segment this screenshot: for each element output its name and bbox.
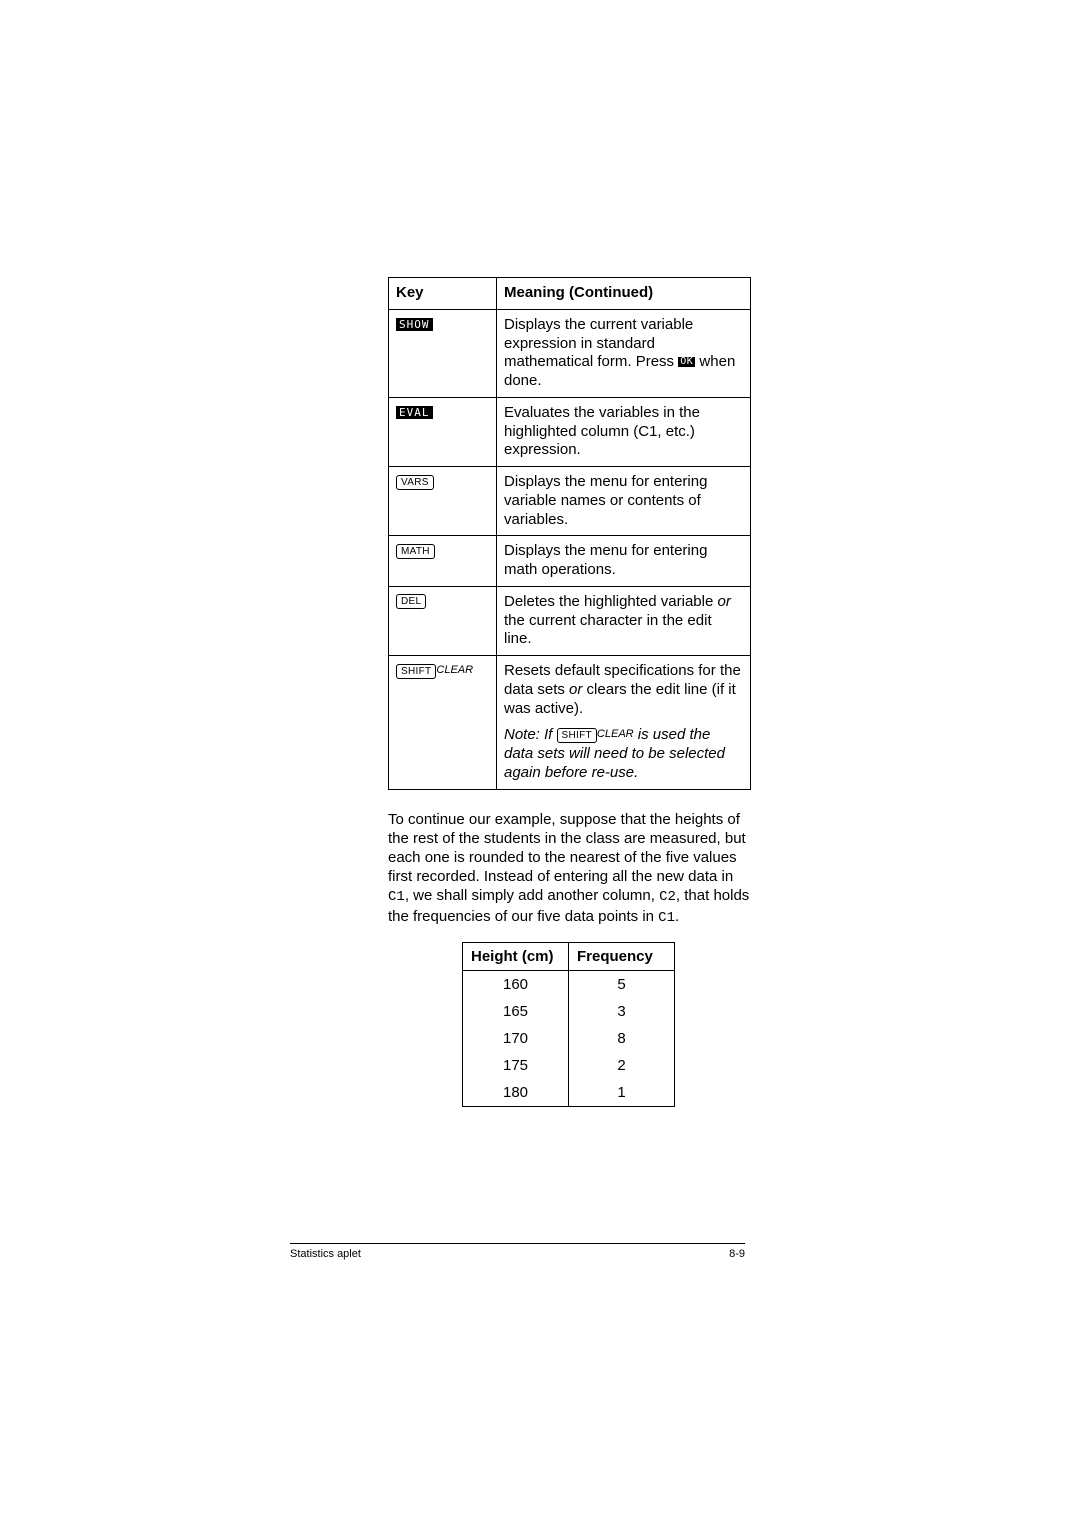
header-key: Key bbox=[389, 278, 497, 310]
meaning-cell: Evaluates the variables in the highlight… bbox=[497, 397, 751, 466]
freq-cell: 3 bbox=[569, 998, 675, 1025]
freq-cell: 1 bbox=[569, 1079, 675, 1107]
para-text: . bbox=[675, 908, 679, 925]
table-row: 170 8 bbox=[463, 1025, 675, 1052]
footer-left: Statistics aplet bbox=[290, 1248, 361, 1260]
height-cell: 165 bbox=[463, 998, 569, 1025]
meaning-text-pre: Displays the current variable expression… bbox=[504, 316, 693, 371]
mono-c1: C1 bbox=[388, 889, 405, 905]
eval-softkey-icon: EVAL bbox=[396, 406, 433, 419]
table-row: 165 3 bbox=[463, 998, 675, 1025]
content: Key Meaning (Continued) SHOW Displays th… bbox=[388, 277, 750, 1107]
key-cell: SHIFTCLEAR bbox=[389, 656, 497, 790]
vars-hardkey-icon: VARS bbox=[396, 475, 434, 490]
table-row: SHIFTCLEAR Resets default specifications… bbox=[389, 656, 751, 790]
freq-cell: 5 bbox=[569, 971, 675, 999]
header-height: Height (cm) bbox=[463, 943, 569, 971]
clear-key-label: CLEAR bbox=[597, 728, 634, 740]
height-cell: 175 bbox=[463, 1052, 569, 1079]
meaning-text: the current character in the edit line. bbox=[504, 612, 712, 648]
table-row: SHOW Displays the current variable expre… bbox=[389, 309, 751, 397]
table-row: 175 2 bbox=[463, 1052, 675, 1079]
frequency-table: Height (cm) Frequency 160 5 165 3 170 bbox=[462, 942, 675, 1107]
height-cell: 180 bbox=[463, 1079, 569, 1107]
footer: Statistics aplet bbox=[290, 1243, 745, 1260]
table-row: 160 5 bbox=[463, 971, 675, 999]
freq-cell: 2 bbox=[569, 1052, 675, 1079]
meaning-cell: Displays the menu for entering variable … bbox=[497, 467, 751, 536]
para-text: , we shall simply add another column, bbox=[405, 887, 659, 904]
para-text: To continue our example, suppose that th… bbox=[388, 811, 746, 886]
note-prefix: Note: If bbox=[504, 726, 557, 743]
mono-c2: C2 bbox=[659, 889, 676, 905]
meaning-note: Note: If SHIFTCLEAR is used the data set… bbox=[504, 726, 743, 782]
table-row: DEL Deletes the highlighted variable or … bbox=[389, 586, 751, 655]
key-cell: EVAL bbox=[389, 397, 497, 466]
key-cell: MATH bbox=[389, 536, 497, 587]
meaning-cell: Deletes the highlighted variable or the … bbox=[497, 586, 751, 655]
key-meaning-table: Key Meaning (Continued) SHOW Displays th… bbox=[388, 277, 751, 790]
math-hardkey-icon: MATH bbox=[396, 544, 435, 559]
page: Key Meaning (Continued) SHOW Displays th… bbox=[0, 0, 1080, 1528]
table-row: VARS Displays the menu for entering vari… bbox=[389, 467, 751, 536]
meaning-main: Resets default specifications for the da… bbox=[504, 662, 743, 718]
footer-right: 8-9 bbox=[729, 1248, 745, 1260]
height-cell: 160 bbox=[463, 971, 569, 999]
meaning-text-italic: or bbox=[569, 681, 582, 698]
body-paragraph: To continue our example, suppose that th… bbox=[388, 810, 750, 929]
clear-key-label: CLEAR bbox=[436, 664, 473, 676]
table-row: MATH Displays the menu for entering math… bbox=[389, 536, 751, 587]
del-hardkey-icon: DEL bbox=[396, 594, 426, 609]
ok-softkey-icon: OK bbox=[678, 357, 695, 367]
key-cell: DEL bbox=[389, 586, 497, 655]
meaning-text: Deletes the highlighted variable bbox=[504, 593, 717, 610]
table-header-row: Key Meaning (Continued) bbox=[389, 278, 751, 310]
shift-hardkey-icon: SHIFT bbox=[557, 728, 597, 743]
key-cell: SHOW bbox=[389, 309, 497, 397]
meaning-text-italic: or bbox=[717, 593, 730, 610]
table-header-row: Height (cm) Frequency bbox=[463, 943, 675, 971]
table-row: EVAL Evaluates the variables in the high… bbox=[389, 397, 751, 466]
header-meaning: Meaning (Continued) bbox=[497, 278, 751, 310]
meaning-cell: Displays the menu for entering math oper… bbox=[497, 536, 751, 587]
meaning-cell: Displays the current variable expression… bbox=[497, 309, 751, 397]
freq-cell: 8 bbox=[569, 1025, 675, 1052]
header-frequency: Frequency bbox=[569, 943, 675, 971]
key-cell: VARS bbox=[389, 467, 497, 536]
table-row: 180 1 bbox=[463, 1079, 675, 1107]
meaning-cell: Resets default specifications for the da… bbox=[497, 656, 751, 790]
mono-c1b: C1 bbox=[658, 910, 675, 926]
shift-hardkey-icon: SHIFT bbox=[396, 664, 436, 679]
height-cell: 170 bbox=[463, 1025, 569, 1052]
frequency-table-wrap: Height (cm) Frequency 160 5 165 3 170 bbox=[462, 942, 750, 1107]
show-softkey-icon: SHOW bbox=[396, 318, 433, 331]
